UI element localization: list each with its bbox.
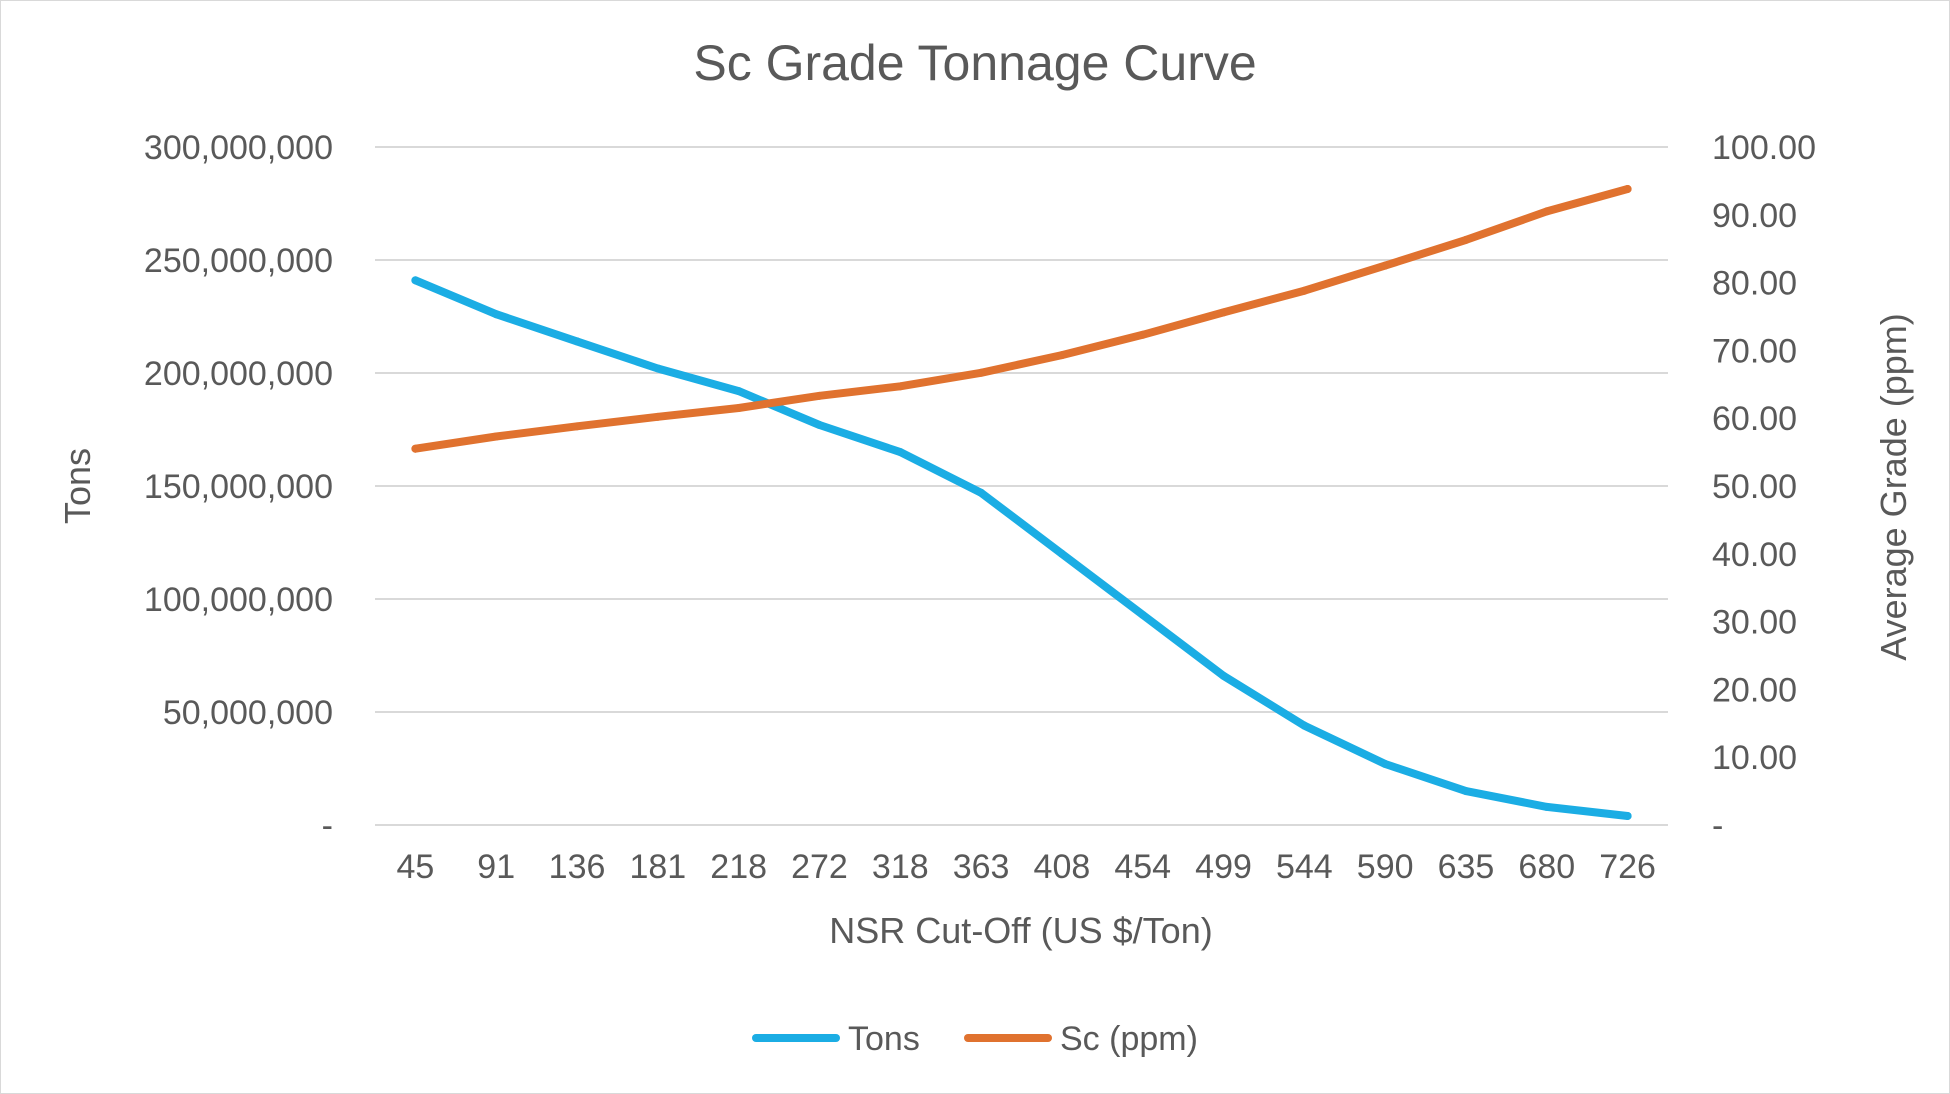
right-tick-label: 90.00 bbox=[1712, 197, 1797, 235]
right-axis-ticks: 100.00 90.00 80.00 70.00 60.00 50.00 40.00 30.0… bbox=[1712, 129, 1816, 845]
data-point bbox=[1057, 351, 1066, 360]
x-tick-label: 454 bbox=[1114, 848, 1171, 886]
data-point bbox=[977, 368, 986, 377]
right-tick-label: 10.00 bbox=[1712, 739, 1797, 777]
x-axis-ticks: 45 91 136 181 218 272 318 363 408 454 499 544 590 635… bbox=[396, 848, 1655, 886]
x-tick-label: 45 bbox=[396, 848, 434, 886]
legend-label: Sc (ppm) bbox=[1060, 1020, 1198, 1058]
left-tick-label: 300,000,000 bbox=[144, 129, 333, 167]
data-point bbox=[1057, 549, 1066, 558]
x-tick-label: 218 bbox=[710, 848, 767, 886]
right-tick-label: - bbox=[1712, 807, 1723, 845]
x-tick-label: 590 bbox=[1357, 848, 1414, 886]
data-point bbox=[1381, 759, 1390, 768]
left-tick-label: 200,000,000 bbox=[144, 355, 333, 393]
data-point bbox=[1300, 721, 1309, 730]
x-tick-label: 635 bbox=[1438, 848, 1495, 886]
left-tick-label: 250,000,000 bbox=[144, 242, 333, 280]
x-tick-label: 91 bbox=[477, 848, 515, 886]
left-tick-label: 50,000,000 bbox=[163, 694, 333, 732]
legend: Tons Sc (ppm) bbox=[752, 1020, 1198, 1058]
right-axis-title: Average Grade (ppm) bbox=[1873, 313, 1914, 661]
data-point bbox=[815, 420, 824, 429]
data-point bbox=[734, 387, 743, 396]
x-tick-label: 363 bbox=[953, 848, 1010, 886]
right-tick-label: 40.00 bbox=[1712, 536, 1797, 574]
left-axis-title: Tons bbox=[57, 448, 98, 524]
left-tick-label: 150,000,000 bbox=[144, 468, 333, 506]
data-point bbox=[1219, 308, 1228, 317]
gridlines bbox=[375, 146, 1668, 826]
left-tick-label: 100,000,000 bbox=[144, 581, 333, 619]
data-point bbox=[411, 444, 420, 453]
x-tick-label: 408 bbox=[1034, 848, 1091, 886]
x-tick-label: 726 bbox=[1599, 848, 1656, 886]
right-tick-label: 70.00 bbox=[1712, 332, 1797, 370]
data-point bbox=[1461, 235, 1470, 244]
chart-title: Sc Grade Tonnage Curve bbox=[693, 35, 1256, 91]
data-point bbox=[1461, 787, 1470, 796]
data-point bbox=[653, 412, 662, 421]
data-point bbox=[1138, 330, 1147, 339]
data-point bbox=[492, 310, 501, 319]
x-tick-label: 544 bbox=[1276, 848, 1333, 886]
x-tick-label: 136 bbox=[549, 848, 606, 886]
data-point bbox=[492, 432, 501, 441]
series-line-sc bbox=[411, 185, 1632, 453]
x-tick-label: 272 bbox=[791, 848, 848, 886]
left-axis-ticks: 300,000,000 250,000,000 200,000,000 150,000… bbox=[144, 129, 333, 845]
data-point bbox=[1300, 286, 1309, 295]
data-point bbox=[896, 448, 905, 457]
data-point bbox=[1542, 802, 1551, 811]
data-point bbox=[1381, 261, 1390, 270]
data-point bbox=[1623, 811, 1632, 820]
data-point bbox=[1219, 671, 1228, 680]
x-tick-label: 680 bbox=[1518, 848, 1575, 886]
left-tick-label: - bbox=[322, 807, 333, 845]
x-axis-title: NSR Cut-Off (US $/Ton) bbox=[829, 910, 1212, 951]
data-point bbox=[896, 382, 905, 391]
right-tick-label: 100.00 bbox=[1712, 129, 1816, 167]
right-tick-label: 80.00 bbox=[1712, 265, 1797, 303]
data-point bbox=[653, 364, 662, 373]
data-point bbox=[815, 391, 824, 400]
right-tick-label: 20.00 bbox=[1712, 671, 1797, 709]
data-point bbox=[1542, 207, 1551, 216]
right-tick-label: 50.00 bbox=[1712, 468, 1797, 506]
data-point bbox=[573, 337, 582, 346]
data-point bbox=[1138, 610, 1147, 619]
legend-label: Tons bbox=[848, 1020, 920, 1058]
data-point bbox=[1623, 185, 1632, 194]
data-point bbox=[734, 404, 743, 413]
right-tick-label: 60.00 bbox=[1712, 400, 1797, 438]
x-tick-label: 181 bbox=[629, 848, 686, 886]
series-lines bbox=[411, 185, 1632, 820]
x-tick-label: 318 bbox=[872, 848, 929, 886]
series-line-tons bbox=[411, 276, 1632, 820]
data-point bbox=[977, 488, 986, 497]
data-point bbox=[411, 276, 420, 285]
data-point bbox=[573, 422, 582, 431]
right-tick-label: 30.00 bbox=[1712, 604, 1797, 642]
x-tick-label: 499 bbox=[1195, 848, 1252, 886]
